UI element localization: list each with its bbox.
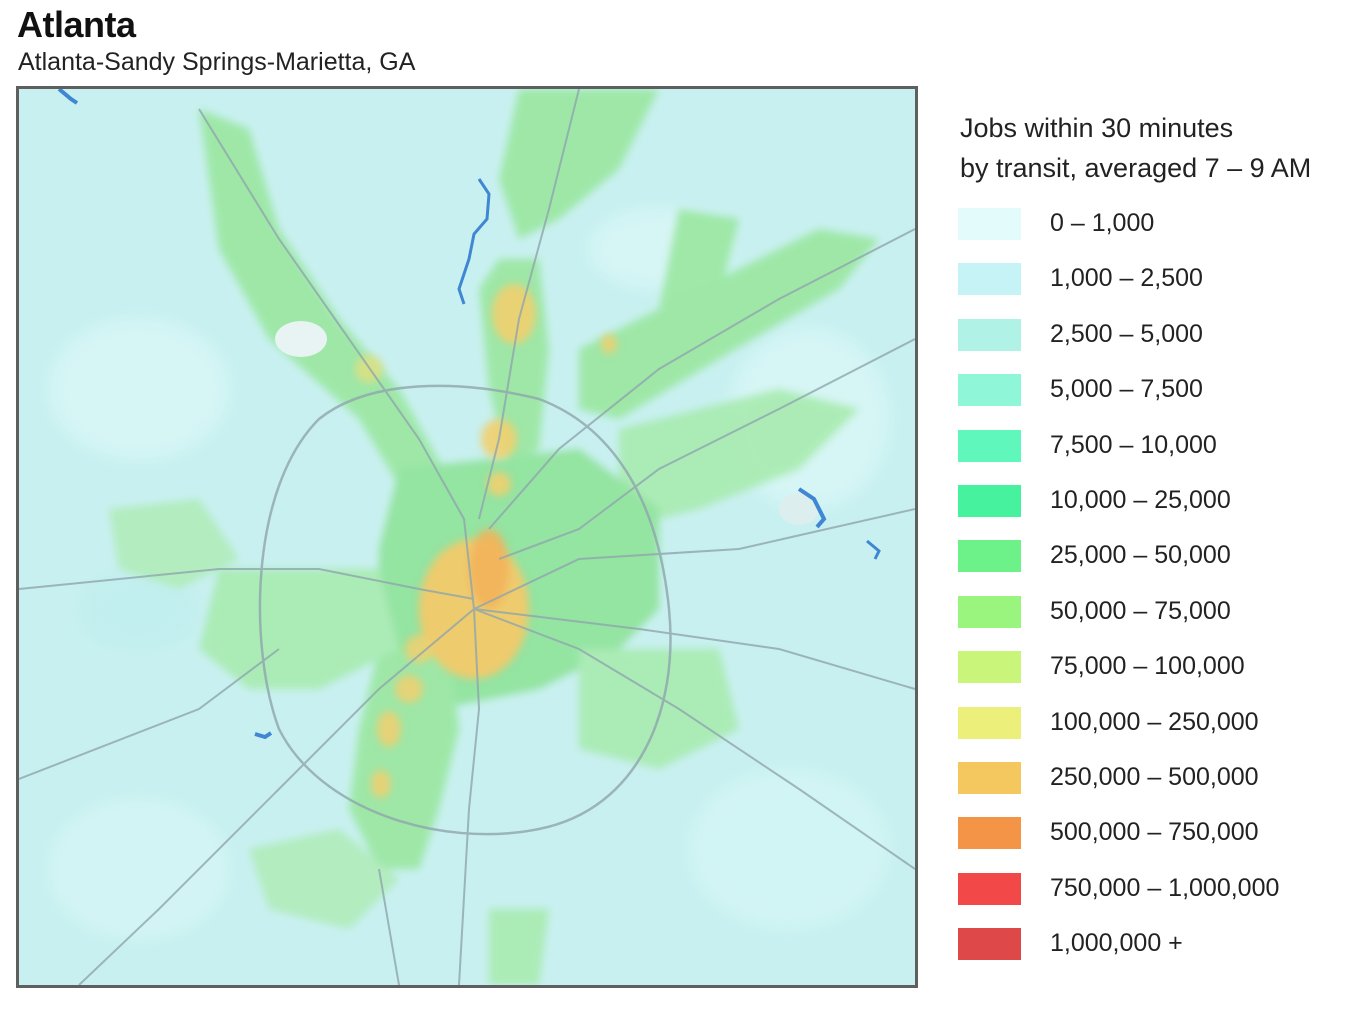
legend-swatch bbox=[958, 429, 1021, 462]
legend-swatch bbox=[958, 762, 1021, 794]
legend-title-line1: Jobs within 30 minutes bbox=[960, 113, 1234, 143]
legend-range-label: 1,000 – 2,500 bbox=[1050, 264, 1203, 293]
page-subtitle: Atlanta-Sandy Springs-Marietta, GA bbox=[18, 48, 416, 76]
legend-range-label: 5,000 – 7,500 bbox=[1050, 375, 1203, 404]
highway-network bbox=[19, 89, 915, 985]
legend-swatch bbox=[958, 872, 1021, 905]
legend-title-line2: by transit, averaged 7 – 9 AM bbox=[960, 153, 1312, 183]
legend-swatch bbox=[958, 706, 1021, 739]
legend-item: 7,500 – 10,000 bbox=[958, 429, 1358, 462]
medium-access-region bbox=[109, 89, 879, 985]
legend-range-label: 7,500 – 10,000 bbox=[1050, 430, 1217, 459]
legend-range-label: 10,000 – 25,000 bbox=[1050, 486, 1231, 514]
legend-range-label: 0 – 1,000 bbox=[1050, 209, 1155, 237]
legend-item: 75,000 – 100,000 bbox=[958, 651, 1358, 684]
legend-range-label: 750,000 – 1,000,000 bbox=[1050, 873, 1280, 902]
legend-swatch bbox=[958, 540, 1021, 573]
legend-swatch bbox=[958, 263, 1021, 296]
legend-item: 5,000 – 7,500 bbox=[958, 374, 1358, 407]
legend-item: 100,000 – 250,000 bbox=[958, 706, 1358, 739]
legend-range-label: 75,000 – 100,000 bbox=[1050, 652, 1245, 681]
legend-item: 0 – 1,000 bbox=[958, 208, 1358, 240]
page-title: Atlanta bbox=[17, 4, 136, 45]
legend-range-label: 250,000 – 500,000 bbox=[1050, 763, 1259, 791]
legend-swatch bbox=[958, 318, 1021, 351]
legend-swatch bbox=[958, 651, 1021, 684]
legend-range-label: 1,000,000 + bbox=[1050, 929, 1183, 958]
legend-item: 50,000 – 75,000 bbox=[958, 595, 1358, 628]
map-canvas[interactable] bbox=[19, 89, 915, 985]
legend-item: 250,000 – 500,000 bbox=[958, 762, 1358, 794]
legend-range-label: 500,000 – 750,000 bbox=[1050, 818, 1259, 847]
legend-item: 500,000 – 750,000 bbox=[958, 817, 1358, 850]
legend-item: 1,000 – 2,500 bbox=[958, 263, 1358, 296]
legend-item: 10,000 – 25,000 bbox=[958, 485, 1358, 517]
legend-swatch bbox=[958, 374, 1021, 407]
legend-swatch bbox=[958, 208, 1021, 240]
legend-range-label: 2,500 – 5,000 bbox=[1050, 319, 1203, 348]
water-features bbox=[57, 89, 881, 740]
legend-swatch bbox=[958, 928, 1021, 961]
legend-item: 25,000 – 50,000 bbox=[958, 540, 1358, 573]
map-legend: Jobs within 30 minutes by transit, avera… bbox=[958, 108, 1358, 961]
legend-range-label: 50,000 – 75,000 bbox=[1050, 596, 1231, 625]
legend-swatch bbox=[958, 595, 1021, 628]
legend-item: 1,000,000 + bbox=[958, 928, 1358, 961]
map-panel[interactable] bbox=[16, 86, 918, 988]
legend-swatch bbox=[958, 817, 1021, 850]
legend-item: 750,000 – 1,000,000 bbox=[958, 872, 1358, 905]
legend-range-label: 100,000 – 250,000 bbox=[1050, 707, 1259, 736]
legend-range-label: 25,000 – 50,000 bbox=[1050, 541, 1231, 570]
legend-swatch bbox=[958, 485, 1021, 517]
legend-item: 2,500 – 5,000 bbox=[958, 318, 1358, 351]
